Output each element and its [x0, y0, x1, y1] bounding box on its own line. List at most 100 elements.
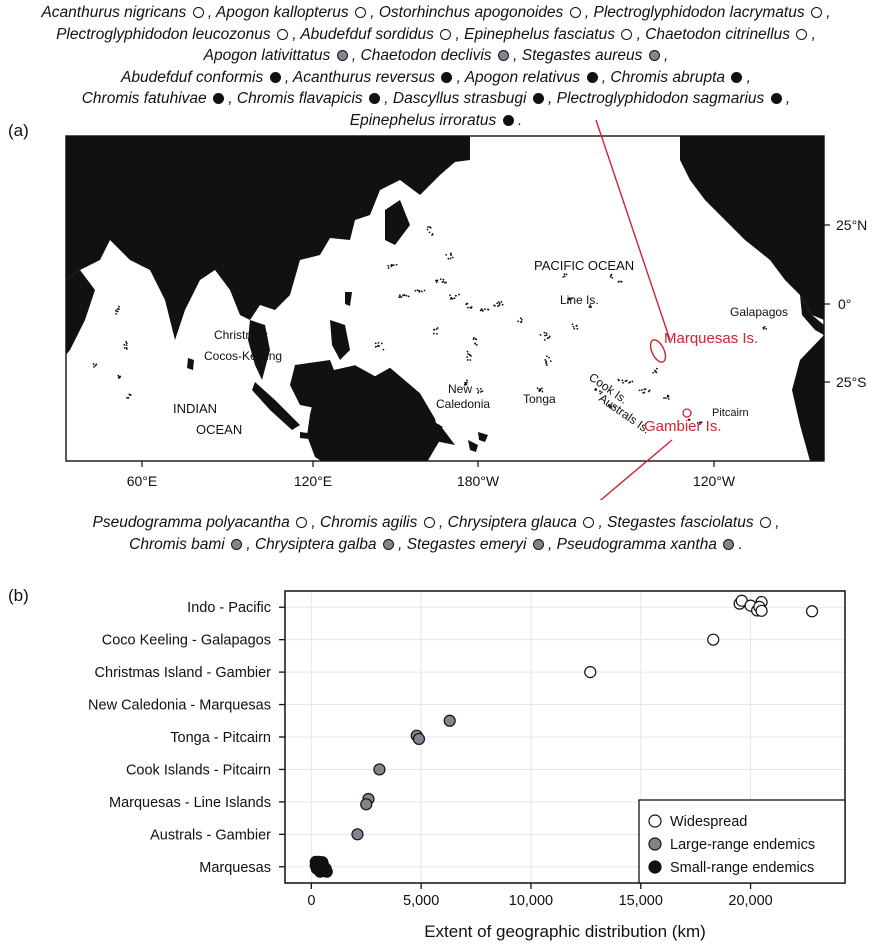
island-dot: [621, 379, 624, 382]
island-dot: [628, 381, 630, 384]
island-dot: [458, 293, 460, 296]
island-dot: [117, 374, 120, 377]
island-dots: [92, 174, 768, 429]
species-category-marker: [759, 517, 771, 528]
y-tick-label: Australs - Gambier: [150, 827, 271, 843]
island-dot: [622, 381, 624, 384]
panel-label-a: (a): [8, 121, 29, 140]
species-name: Chromis flavapicis: [236, 90, 363, 107]
species-name: Epinephelus fasciatus: [464, 25, 615, 43]
island-dot: [652, 371, 655, 374]
species-name: Acanthurus nigricans: [41, 4, 187, 21]
island-dot: [545, 360, 548, 363]
species-name: Plectroglyphidodon lacrymatus: [593, 4, 805, 21]
legend: Widespread Large-range endemics Small-rang…: [638, 799, 846, 884]
species-name: Chaetodon citrinellus: [645, 25, 790, 43]
data-point-widespread: [755, 604, 768, 617]
island-dot: [125, 342, 128, 345]
lon-tick-180w: 180°W: [457, 473, 500, 489]
island-dot: [184, 272, 187, 274]
y-tick-label: Tonga - Pitcairn: [170, 730, 271, 746]
lon-tick-60e: 60°E: [127, 473, 158, 489]
species-category-marker: [192, 7, 204, 18]
island-dot: [439, 278, 442, 280]
landmasses: [66, 136, 824, 461]
island-dot: [644, 388, 647, 391]
island-dot: [362, 197, 364, 200]
island-dot: [466, 379, 468, 382]
island-dot: [494, 305, 496, 307]
island-dot: [765, 327, 768, 330]
label-ocean: OCEAN: [196, 422, 242, 437]
island-dot: [454, 294, 457, 297]
island-dot: [447, 257, 450, 260]
island-dot: [451, 256, 454, 259]
legend-label: Large-range endemics: [670, 837, 815, 853]
island-dot: [441, 281, 444, 283]
island-dot: [366, 202, 369, 205]
island-dot: [432, 332, 435, 335]
island-dot: [435, 328, 438, 331]
island-dot: [449, 252, 452, 255]
gambier-leader-line: [599, 439, 673, 500]
island-dot: [497, 305, 499, 308]
island-dot: [479, 391, 482, 393]
island-dot: [600, 391, 603, 394]
island-dot: [594, 387, 597, 390]
legend-box: [638, 799, 846, 884]
y-tick-label: Christmas Island - Gambier: [95, 665, 272, 681]
island-dot: [439, 426, 442, 428]
legend-marker: [648, 814, 662, 828]
label-caledonia: Caledonia: [436, 397, 490, 411]
species-name: Apogon relativus: [464, 68, 581, 86]
island-dot: [517, 320, 520, 323]
island-dot: [399, 294, 401, 297]
island-dot: [617, 280, 620, 283]
data-point-small-range-endemics: [317, 861, 330, 874]
island-dot: [475, 338, 478, 341]
island-dot: [699, 421, 702, 424]
lon-tick-120e: 120°E: [294, 473, 332, 489]
island-dot: [374, 342, 377, 345]
island-dot: [571, 323, 574, 326]
species-name: Dascyllus strasbugi: [392, 90, 527, 107]
island-dot: [247, 310, 250, 312]
island-dot: [481, 390, 484, 393]
island-dot: [562, 276, 565, 278]
island-dot: [391, 264, 394, 267]
label-line-is: Line Is.: [560, 293, 599, 307]
y-tick-label: Marquesas: [199, 860, 271, 876]
island-dot: [698, 423, 701, 425]
island-dot: [687, 418, 690, 421]
y-tick-label: Coco Keeling - Galapagos: [102, 633, 271, 649]
species-name: Stegastes fasciolatus: [607, 514, 754, 531]
island-dot: [539, 388, 541, 390]
species-category-marker: [212, 93, 224, 104]
arabia-africa-landmass: [66, 270, 95, 355]
island-dot: [611, 276, 614, 279]
island-dot: [667, 394, 669, 397]
x-tick-label: 20,000: [728, 893, 772, 909]
island-dot: [352, 175, 355, 178]
island-dot: [354, 174, 357, 177]
island-dot: [610, 405, 613, 407]
island-dot: [469, 306, 472, 309]
island-dot: [476, 387, 479, 390]
island-dot: [500, 301, 503, 303]
island-dot: [563, 275, 566, 278]
island-dot: [387, 267, 390, 269]
island-dot: [450, 296, 453, 299]
island-dot: [541, 387, 543, 390]
island-dot: [453, 297, 456, 300]
y-tick-label: Cook Islands - Pitcairn: [126, 762, 271, 778]
island-dot: [118, 305, 120, 308]
species-category-marker: [502, 114, 514, 126]
lat-tick-0: 0°: [838, 296, 851, 312]
island-dot: [590, 306, 593, 308]
island-dot: [641, 389, 643, 391]
island-dot: [589, 304, 592, 307]
species-name: Stegastes aureus: [521, 47, 643, 64]
australia-landmass: [307, 365, 440, 461]
species-line: Plectroglyphidodon leucozonus , Abudefdu…: [56, 25, 816, 43]
lat-tick-25s: 25°S: [836, 374, 867, 390]
